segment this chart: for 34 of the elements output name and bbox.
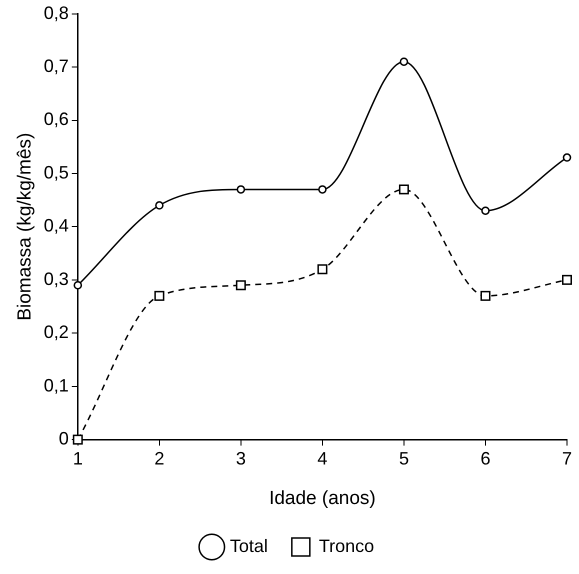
y-tick-label: 0,1 [44, 375, 69, 396]
point [317, 264, 328, 274]
x-tick-label: 3 [236, 448, 246, 468]
point [155, 201, 164, 210]
x-axis-title: Idade (anos) [269, 488, 376, 509]
y-tick-label: 0 [58, 428, 69, 449]
y-tick-label: 0,2 [44, 322, 69, 342]
legend-label: Tronco [318, 536, 374, 556]
y-tick-label: 0,8 [44, 2, 69, 23]
x-tick-label: 7 [562, 448, 572, 468]
x-tick-label: 6 [480, 448, 490, 468]
point [480, 290, 490, 301]
x-tick-label: 1 [72, 448, 83, 468]
x-tick-label: 4 [317, 448, 328, 468]
point [236, 280, 246, 290]
point [74, 281, 82, 290]
y-tick-label: 0,3 [44, 268, 69, 289]
point [481, 206, 490, 215]
point [72, 434, 83, 445]
x-tick-label: 2 [154, 448, 164, 468]
y-axis-title: Biomassa (kg/kg/mês) [14, 132, 36, 321]
point [318, 185, 327, 194]
point [398, 184, 409, 194]
point [400, 57, 408, 66]
y-tick-label: 0,4 [44, 216, 69, 236]
y-tick-label: 0,7 [44, 56, 69, 76]
y-tick-label: 0,5 [44, 162, 69, 182]
x-tick-label: 5 [398, 448, 409, 468]
point [562, 153, 572, 162]
point [236, 185, 246, 194]
y-tick-label: 0,6 [44, 109, 69, 130]
legend-label: Total [230, 536, 268, 556]
point [154, 290, 164, 301]
point [562, 274, 572, 285]
